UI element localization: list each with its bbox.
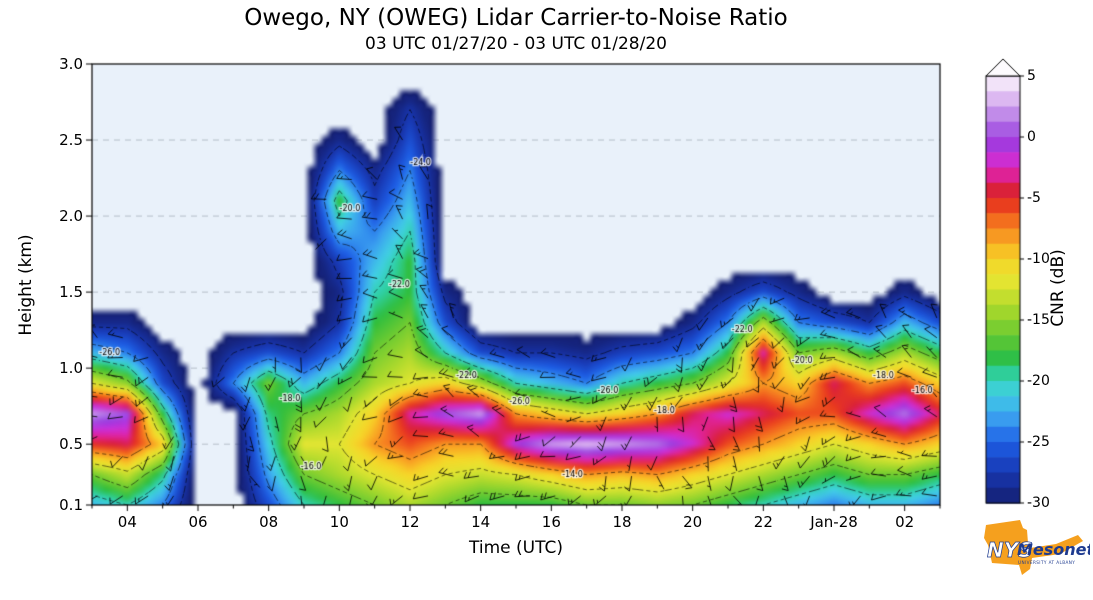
x-tick-label: 04 [117,513,137,531]
x-tick-label: 16 [541,513,561,531]
x-tick-label: 10 [329,513,349,531]
ny-state-shape [984,520,1083,575]
colorbar-label: CNR (dB) [1048,249,1068,327]
colorbar-tick-label: 0 [1027,129,1036,145]
y-axis-label: Height (km) [16,234,36,336]
colorbar-tick-label: -20 [1027,373,1050,389]
logo-mesonet-text: Mesonet [1017,540,1090,559]
x-tick-label: 12 [400,513,420,531]
colorbar-tick-label: -30 [1027,495,1050,511]
colorbar-tick-label: -10 [1027,251,1050,267]
x-tick-label: 18 [612,513,632,531]
x-axis-label: Time (UTC) [469,538,563,558]
colorbar-tick-label: -5 [1027,190,1041,206]
y-tick-label: 1.0 [59,359,83,378]
y-tick-label: 0.1 [59,496,83,514]
y-tick-label: 0.5 [59,435,83,454]
x-tick-label: 22 [753,513,773,531]
colorbar-tick-label: -25 [1027,434,1050,450]
x-tick-label: Jan-28 [810,513,858,531]
x-tick-label: 08 [259,513,279,531]
colorbar-tick-label: -15 [1027,312,1050,328]
x-tick-label: 02 [895,513,915,531]
colorbar-tick-label: 5 [1027,68,1036,84]
x-tick-label: 14 [471,513,491,531]
logo-tagline-text: UNIVERSITY AT ALBANY [1018,560,1075,565]
x-tick-label: 20 [683,513,703,531]
y-tick-label: 2.0 [59,207,83,226]
logo-nys-text: NYS [987,538,1033,562]
chart-subtitle: 03 UTC 01/27/20 - 03 UTC 01/28/20 [365,34,667,54]
y-tick-label: 1.5 [59,283,83,302]
y-tick-label: 2.5 [59,131,83,150]
nys-mesonet-logo: NYS Mesonet UNIVERSITY AT ALBANY [970,512,1093,586]
chart-title: Owego, NY (OWEG) Lidar Carrier-to-Noise … [244,5,788,31]
x-tick-label: 06 [188,513,208,531]
y-tick-label: 3.0 [59,55,83,73]
